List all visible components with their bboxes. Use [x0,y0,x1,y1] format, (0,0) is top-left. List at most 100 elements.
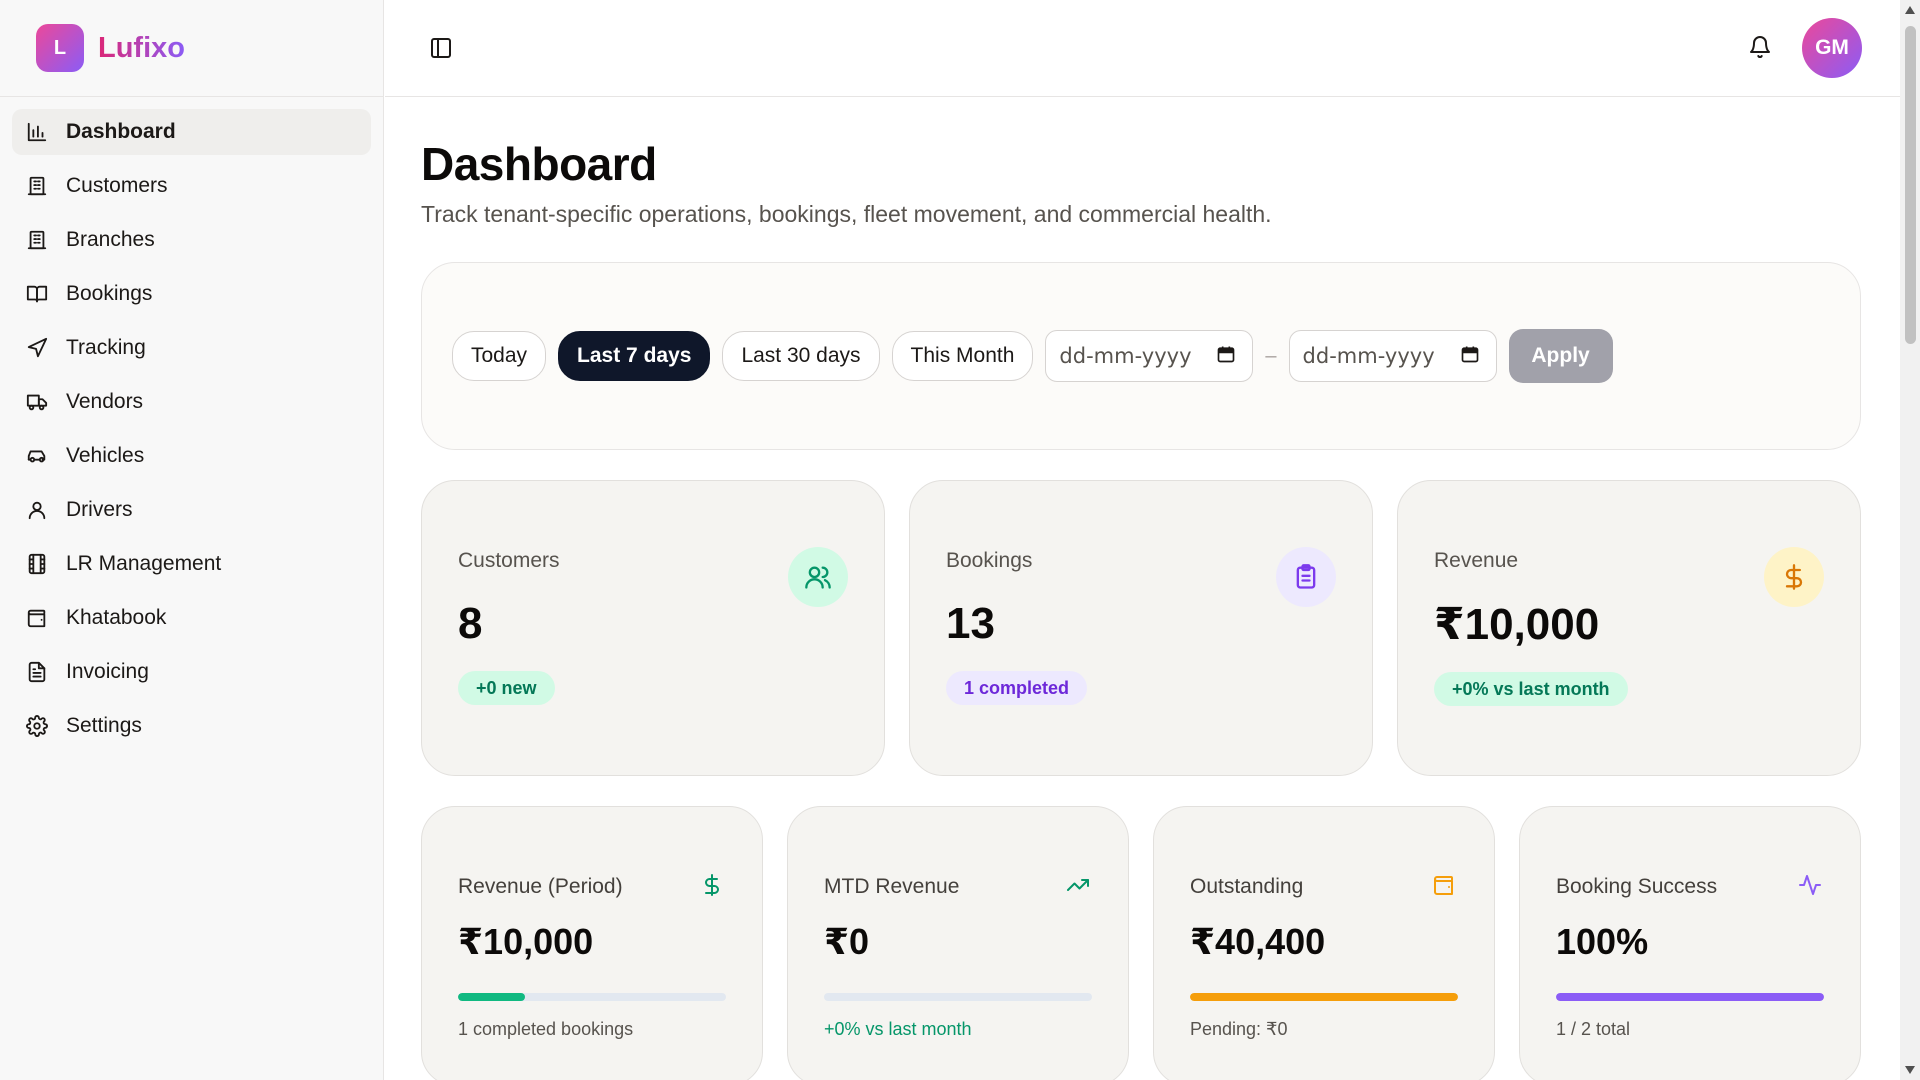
sidebar-item-dashboard[interactable]: Dashboard [12,109,371,155]
sidebar-item-vehicles[interactable]: Vehicles [12,433,371,479]
progress-bar [1556,993,1824,1001]
sidebar-item-drivers[interactable]: Drivers [12,487,371,533]
stat-label: Bookings [946,549,1033,572]
sidebar-item-label: Vehicles [66,444,145,467]
topbar: GM [385,0,1900,97]
page-title: Dashboard [421,138,657,190]
mini-stat-label: Revenue (Period) [458,875,623,898]
mini-card-mtd-revenue: MTD Revenue ₹0 +0% vs last month [787,806,1129,1080]
mini-stat-value: ₹40,400 [1190,921,1326,962]
dollar-icon [700,873,726,899]
mini-stat-footer: +0% vs last month [824,1019,972,1039]
mini-stat-value: 100% [1556,921,1649,962]
dollar-icon [1764,547,1824,607]
mini-card-outstanding: Outstanding ₹40,400 Pending: ₹0 [1153,806,1495,1080]
mini-card-revenue-period: Revenue (Period) ₹10,000 1 completed boo… [421,806,763,1080]
book-open-icon [24,281,50,307]
filter-chip-this-month[interactable]: This Month [891,331,1034,381]
progress-bar [458,993,726,1001]
progress-fill [458,993,525,1001]
filter-chip-last-7-days[interactable]: Last 7 days [558,331,711,381]
wallet-icon [1432,873,1458,899]
date-to-input[interactable]: dd-mm-yyyy [1288,330,1497,382]
panel-left-icon [429,38,453,64]
progress-bar [1190,993,1458,1001]
sidebar-item-tracking[interactable]: Tracking [12,325,371,371]
notifications-button[interactable] [1748,35,1774,61]
scroll-up-arrow[interactable] [1905,6,1915,14]
sidebar-item-customers[interactable]: Customers [12,163,371,209]
status-badge: 1 completed [946,671,1088,705]
brand-name: Lufixo [98,31,185,64]
car-icon [24,443,50,469]
clipboard-icon [1276,547,1336,607]
filter-chip-last-30-days[interactable]: Last 30 days [722,331,880,381]
sidebar-item-label: Bookings [66,282,153,305]
calendar-icon[interactable] [1216,344,1236,369]
progress-fill [1556,993,1824,1001]
stat-value: 8 [458,599,483,648]
apply-button[interactable]: Apply [1508,329,1613,383]
mini-card-booking-success: Booking Success 100% 1 / 2 total [1519,806,1861,1080]
bar-chart-icon [24,119,50,145]
date-from-input[interactable]: dd-mm-yyyy [1045,330,1254,382]
sidebar-item-label: Drivers [66,498,133,521]
sidebar-item-bookings[interactable]: Bookings [12,271,371,317]
sidebar-item-label: Settings [66,714,142,737]
stat-card-customers: Customers 8 +0 new [421,480,885,776]
gear-icon [24,713,50,739]
sidebar-toggle-button[interactable] [429,36,455,62]
date-to-placeholder: dd-mm-yyyy [1302,344,1435,368]
stat-cards-row: Customers 8 +0 new Bookings 13 1 complet… [421,480,1861,776]
sidebar: L Lufixo Dashboard Customers Branches Bo… [0,0,384,1080]
trending-up-icon [1066,873,1092,899]
scroll-down-arrow[interactable] [1905,1066,1915,1074]
sidebar-item-label: LR Management [66,552,222,575]
filter-chip-today[interactable]: Today [452,331,547,381]
calendar-icon[interactable] [1460,344,1480,369]
truck-icon [24,389,50,415]
file-text-icon [24,659,50,685]
mini-stat-cards-row: Revenue (Period) ₹10,000 1 completed boo… [421,806,1861,1080]
wallet-icon [24,605,50,631]
brand[interactable]: L Lufixo [0,0,383,97]
sidebar-item-lr-management[interactable]: LR Management [12,541,371,587]
mini-stat-footer: 1 / 2 total [1556,1019,1631,1039]
mini-stat-label: MTD Revenue [824,875,960,898]
sidebar-item-branches[interactable]: Branches [12,217,371,263]
stat-card-revenue: Revenue ₹10,000 +0% vs last month [1397,480,1861,776]
sidebar-item-khatabook[interactable]: Khatabook [12,595,371,641]
activity-icon [1798,873,1824,899]
bell-icon [1748,36,1772,63]
stat-label: Customers [458,549,560,572]
progress-fill [1190,993,1458,1001]
status-badge: +0% vs last month [1434,672,1628,706]
building-icon [24,173,50,199]
mini-stat-value: ₹10,000 [458,921,594,962]
brand-logo: L [36,24,84,72]
date-filter-card: Today Last 7 days Last 30 days This Mont… [421,262,1861,450]
sidebar-item-label: Customers [66,174,168,197]
sidebar-item-settings[interactable]: Settings [12,703,371,749]
mini-stat-value: ₹0 [824,921,870,962]
mini-stat-footer: Pending: ₹0 [1190,1019,1288,1039]
mini-stat-label: Booking Success [1556,875,1718,898]
sidebar-item-invoicing[interactable]: Invoicing [12,649,371,695]
page-scrollbar[interactable] [1900,0,1920,1080]
main-content: Dashboard Track tenant-specific operatio… [421,97,1861,1080]
user-icon [24,497,50,523]
sidebar-item-label: Invoicing [66,660,149,683]
scroll-thumb[interactable] [1905,26,1916,344]
mini-stat-footer: 1 completed bookings [458,1019,634,1039]
sidebar-item-label: Tracking [66,336,146,359]
avatar[interactable]: GM [1802,18,1862,78]
navigation-icon [24,335,50,361]
page-subtitle: Track tenant-specific operations, bookin… [421,201,1272,227]
building-icon [24,227,50,253]
sidebar-item-label: Vendors [66,390,144,413]
sidebar-item-vendors[interactable]: Vendors [12,379,371,425]
stat-label: Revenue [1434,549,1519,572]
progress-bar [824,993,1092,1001]
sidebar-nav: Dashboard Customers Branches Bookings Tr… [0,97,383,769]
status-badge: +0 new [458,671,555,705]
